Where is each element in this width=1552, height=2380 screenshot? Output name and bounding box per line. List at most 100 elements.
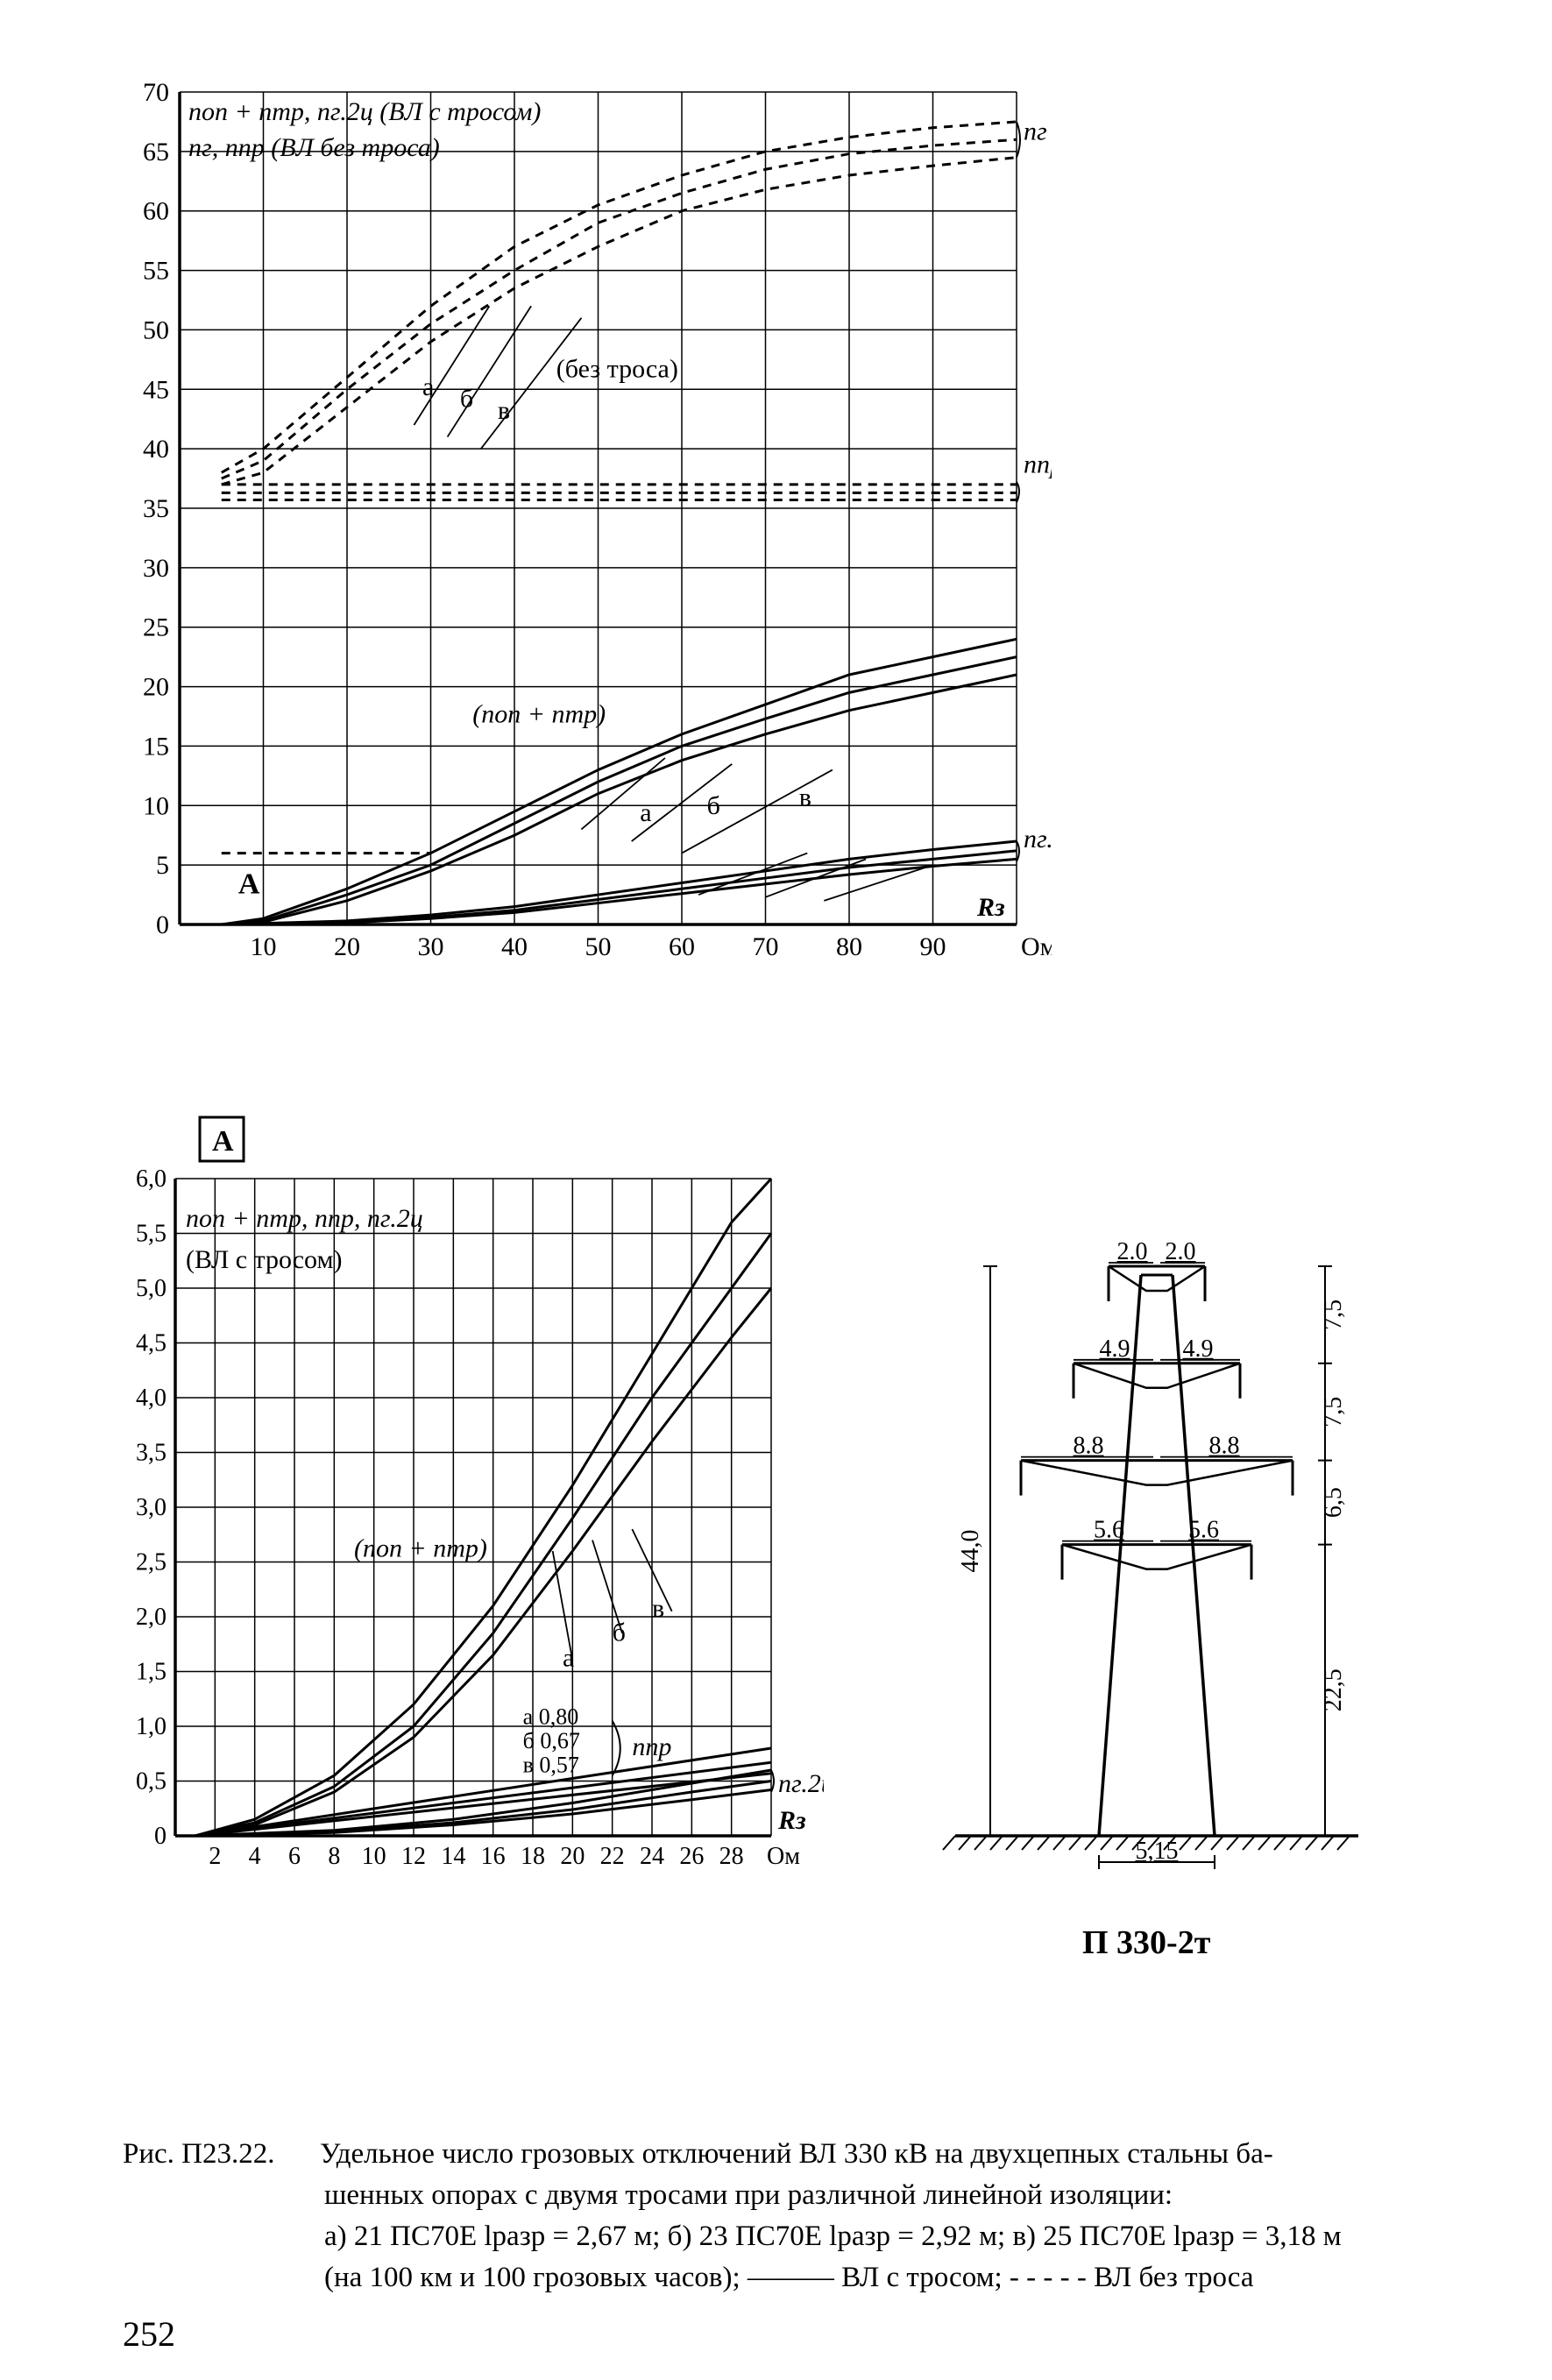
svg-text:(nоп + nтр): (nоп + nтр)	[472, 699, 606, 728]
svg-text:6,0: 6,0	[136, 1165, 167, 1193]
svg-text:6,5: 6,5	[1320, 1487, 1347, 1518]
svg-text:10: 10	[143, 791, 169, 820]
svg-text:8.8: 8.8	[1074, 1433, 1104, 1460]
svg-text:44,0: 44,0	[957, 1530, 984, 1573]
svg-text:2,0: 2,0	[136, 1604, 167, 1631]
svg-text:7,5: 7,5	[1320, 1397, 1347, 1427]
svg-text:12: 12	[401, 1843, 426, 1870]
svg-text:2.0: 2.0	[1117, 1238, 1148, 1265]
svg-text:2,5: 2,5	[136, 1549, 167, 1576]
caption-line-1: Удельное число грозовых отключений ВЛ 33…	[320, 2138, 1273, 2170]
svg-text:а: а	[422, 372, 434, 401]
svg-text:б 0,67: б 0,67	[523, 1728, 580, 1753]
svg-text:5,0: 5,0	[136, 1275, 167, 1302]
caption-line-4: (на 100 км и 100 грозовых часов); ——— ВЛ…	[123, 2257, 1437, 2299]
chart-1-svg: 0 5 10 15 20 25 30 35 40 45 50 55 60 65 70 10 20 30 40 50 60…	[105, 74, 1052, 986]
svg-text:65: 65	[143, 138, 169, 166]
svg-text:Ом: Ом	[1021, 932, 1052, 961]
svg-text:A: A	[212, 1125, 234, 1158]
svg-text:5.6: 5.6	[1188, 1517, 1219, 1544]
svg-text:70: 70	[753, 932, 779, 961]
chart-2: 00,51,01,52,02,53,03,54,04,55,05,56,0246…	[105, 1100, 824, 1893]
svg-text:26: 26	[679, 1843, 704, 1870]
figure-caption: Рис. П23.22.Удельное число грозовых откл…	[123, 2134, 1437, 2298]
svg-text:3,5: 3,5	[136, 1440, 167, 1467]
svg-text:7,5: 7,5	[1320, 1300, 1347, 1330]
svg-text:3,0: 3,0	[136, 1494, 167, 1521]
svg-text:24: 24	[640, 1843, 664, 1870]
svg-text:nоп + nтр, nг.2ц (ВЛ с тросом): nоп + nтр, nг.2ц (ВЛ с тросом)	[188, 97, 541, 126]
chart-2-svg: 00,51,01,52,02,53,03,54,04,55,05,56,0246…	[105, 1100, 824, 1888]
svg-text:Rз: Rз	[976, 893, 1005, 922]
svg-text:10: 10	[251, 932, 277, 961]
svg-text:4,0: 4,0	[136, 1385, 167, 1412]
svg-text:35: 35	[143, 494, 169, 523]
svg-text:а: а	[640, 798, 651, 827]
svg-text:nг.2ц: nг.2ц	[1024, 825, 1052, 854]
svg-text:28: 28	[719, 1843, 744, 1870]
svg-text:в: в	[652, 1594, 664, 1623]
svg-text:70: 70	[143, 78, 169, 107]
svg-text:5: 5	[156, 851, 169, 880]
svg-text:nг: nг	[1024, 117, 1047, 145]
svg-text:8: 8	[328, 1843, 340, 1870]
svg-text:nпр: nпр	[632, 1732, 671, 1761]
svg-text:4.9: 4.9	[1100, 1335, 1130, 1363]
svg-text:40: 40	[501, 932, 528, 961]
figure-label: Рис. П23.22.	[123, 2134, 320, 2175]
svg-text:0: 0	[156, 910, 169, 939]
svg-text:80: 80	[836, 932, 862, 961]
svg-text:20: 20	[334, 932, 360, 961]
svg-text:5,5: 5,5	[136, 1221, 167, 1248]
svg-text:4.9: 4.9	[1183, 1335, 1214, 1363]
svg-text:18: 18	[521, 1843, 545, 1870]
svg-text:5.6: 5.6	[1094, 1517, 1124, 1544]
svg-text:(ВЛ с тросом): (ВЛ с тросом)	[186, 1245, 342, 1274]
svg-text:60: 60	[669, 932, 695, 961]
tower-diagram: 2.0 2.0 4.9 4.9 8.8 8.8 5.6 5.6 44,0 7,5 7,5 6,5 22,…	[903, 1231, 1411, 1902]
svg-text:A: A	[238, 868, 260, 900]
svg-text:nпр: nпр	[1024, 450, 1052, 478]
svg-text:8.8: 8.8	[1209, 1433, 1240, 1460]
svg-text:Rз: Rз	[777, 1806, 806, 1835]
svg-text:nг, nпр (ВЛ без троса): nг, nпр (ВЛ без троса)	[188, 133, 440, 162]
caption-line-2: шенных опорах с двумя тросами при различ…	[123, 2175, 1437, 2216]
svg-text:в: в	[498, 396, 510, 425]
svg-text:в 0,57: в 0,57	[523, 1753, 579, 1778]
svg-text:5,15: 5,15	[1136, 1838, 1179, 1865]
svg-text:30: 30	[418, 932, 444, 961]
svg-text:55: 55	[143, 257, 169, 286]
svg-text:25: 25	[143, 613, 169, 642]
svg-text:40: 40	[143, 435, 169, 464]
svg-text:4: 4	[249, 1843, 261, 1870]
svg-text:б: б	[707, 791, 720, 820]
svg-text:90: 90	[920, 932, 946, 961]
svg-text:nоп + nтр, nпр, nг.2ц: nоп + nтр, nпр, nг.2ц	[186, 1204, 423, 1233]
svg-text:(nоп + nтр): (nоп + nтр)	[354, 1534, 487, 1562]
caption-line-3: а) 21 ПС70Е lразр = 2,67 м; б) 23 ПС70Е …	[123, 2216, 1437, 2257]
svg-text:10: 10	[362, 1843, 386, 1870]
svg-text:60: 60	[143, 197, 169, 226]
svg-text:22,5: 22,5	[1320, 1668, 1347, 1711]
svg-text:15: 15	[143, 732, 169, 761]
svg-text:nг.2ц: nг.2ц	[778, 1769, 824, 1798]
chart-1: 0 5 10 15 20 25 30 35 40 45 50 55 60 65 70 10 20 30 40 50 60…	[105, 74, 1052, 990]
svg-text:6: 6	[288, 1843, 301, 1870]
svg-text:б: б	[460, 385, 473, 414]
svg-text:45: 45	[143, 375, 169, 404]
svg-text:Ом: Ом	[767, 1843, 800, 1870]
svg-text:22: 22	[600, 1843, 625, 1870]
tower-label: П 330-2т	[1082, 1923, 1210, 1962]
svg-text:0,5: 0,5	[136, 1768, 167, 1796]
svg-text:20: 20	[143, 673, 169, 702]
svg-text:50: 50	[143, 315, 169, 344]
svg-text:2: 2	[209, 1843, 221, 1870]
svg-text:(без троса): (без троса)	[556, 355, 678, 384]
svg-text:4,5: 4,5	[136, 1330, 167, 1357]
svg-text:1,0: 1,0	[136, 1713, 167, 1740]
svg-text:30: 30	[143, 554, 169, 583]
svg-text:50: 50	[585, 932, 612, 961]
svg-text:а 0,80: а 0,80	[523, 1704, 579, 1730]
svg-text:2.0: 2.0	[1166, 1238, 1196, 1265]
svg-text:20: 20	[560, 1843, 585, 1870]
